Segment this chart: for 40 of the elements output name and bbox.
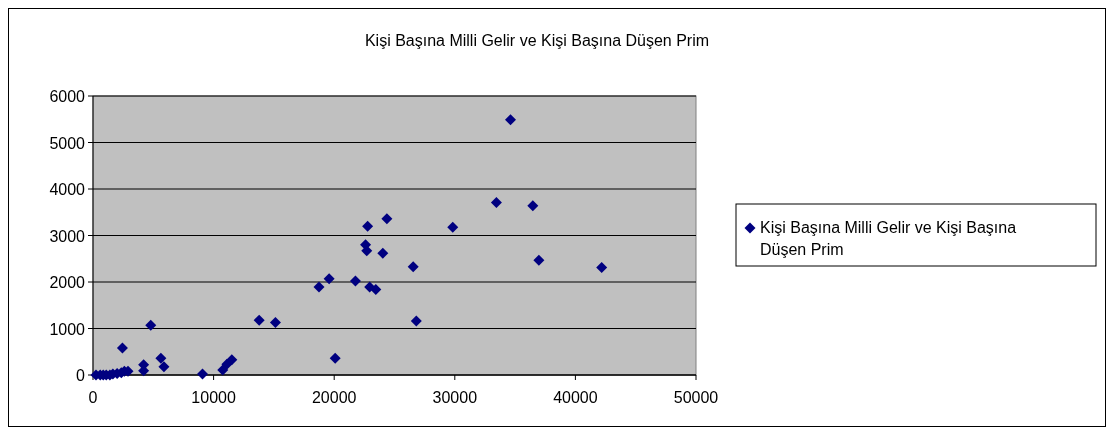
y-tick-label: 3000 (49, 227, 86, 245)
point (596, 262, 608, 274)
point (116, 342, 128, 354)
point (410, 315, 422, 327)
point (447, 221, 459, 233)
point (221, 358, 233, 370)
y-tick-label: 5000 (49, 134, 86, 152)
point (381, 213, 393, 225)
point (505, 114, 517, 126)
point (362, 220, 374, 232)
x-tick-label: 20000 (311, 389, 357, 406)
point (370, 283, 382, 295)
point (527, 200, 539, 212)
point (349, 275, 361, 287)
point (533, 254, 545, 266)
point (145, 319, 157, 331)
y-tick-label: 4000 (49, 181, 86, 198)
point (313, 281, 325, 293)
point (155, 352, 167, 364)
point (197, 368, 208, 380)
point (329, 352, 341, 364)
y-tick-label: 2000 (49, 274, 86, 291)
point (158, 361, 170, 373)
point (377, 247, 389, 259)
point (253, 314, 265, 326)
point (217, 364, 229, 376)
legend-label: Kişi Başına Milli Gelir ve Kişi Başına Düşen Prim (760, 219, 1017, 258)
y-tick-label: 6000 (49, 88, 86, 105)
chart-title: Kişi Başına Milli Gelir ve Kişi Başına Düşen Prim (364, 32, 710, 49)
x-tick-label: 50000 (673, 389, 719, 406)
x-tick-label: 30000 (432, 389, 478, 406)
point (269, 316, 281, 328)
y-tick-label: 0 (76, 367, 86, 384)
point (323, 273, 335, 285)
y-tick-label: 1000 (49, 320, 86, 338)
x-tick-label: 0 (88, 389, 98, 406)
x-tick-label: 40000 (553, 389, 598, 406)
point (490, 196, 502, 208)
x-tick-label: 10000 (191, 389, 236, 406)
point (407, 261, 419, 273)
